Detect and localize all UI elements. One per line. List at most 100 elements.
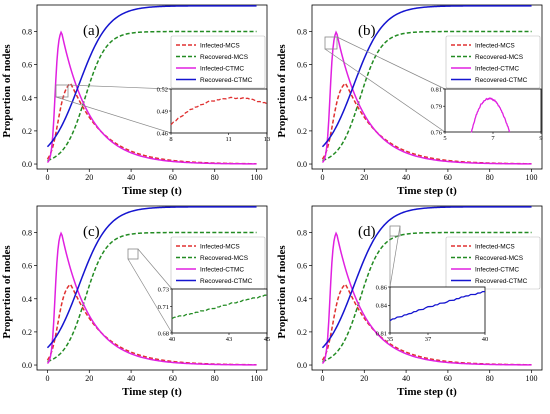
- y-axis-label: Proportion of nodes: [1, 44, 13, 138]
- inset-y-tick-label: 0.73: [158, 286, 169, 293]
- series-line-infected-ctmc: [46, 231, 257, 366]
- zoom-connector-line: [127, 258, 173, 334]
- x-tick-label: 60: [444, 374, 452, 383]
- x-tick-label: 60: [169, 173, 177, 182]
- legend-label-infected-ctmc: Infected-CTMC: [475, 66, 519, 73]
- inset-x-tick-label: 7: [491, 135, 495, 142]
- y-axis-label: Proportion of nodes: [1, 245, 13, 339]
- inset-x-tick-label: 40: [169, 336, 176, 343]
- y-tick-label: 0.8: [297, 28, 307, 37]
- legend-label-infected-mcs: Infected-MCS: [200, 43, 240, 50]
- inset-x-tick-label: 5: [443, 135, 446, 142]
- series-line-infected-ctmc: [321, 30, 532, 165]
- inset-y-tick-label: 0.81: [376, 330, 387, 337]
- y-tick-label: 0.6: [297, 61, 307, 70]
- x-tick-label: 60: [169, 374, 177, 383]
- series-line-recovered-ctmc: [46, 5, 257, 148]
- y-tick-label: 0.2: [297, 127, 307, 136]
- legend-label-recovered-mcs: Recovered-MCS: [200, 54, 249, 61]
- panel-label: (d): [358, 224, 376, 240]
- chart-panel-1: 0 20 40 60 80 100 0.0 0.2 0.4 0.6 0.8 Time step (t)…: [1, 4, 271, 197]
- x-axis-label: Time step (t): [122, 185, 182, 197]
- chart-panel-3: 0 20 40 60 80 100 0.0 0.2 0.4 0.6 0.8 Time step (t)…: [1, 205, 270, 398]
- y-tick-label: 0.2: [297, 328, 307, 337]
- x-tick-label: 80: [211, 173, 219, 182]
- series-line-infected-mcs: [321, 82, 532, 165]
- inset-series-line-recovered-ctmc: [389, 290, 486, 322]
- legend-label-recovered-mcs: Recovered-MCS: [475, 54, 524, 61]
- zoom-region-box: [55, 84, 69, 98]
- y-axis-label: Proportion of nodes: [276, 44, 288, 138]
- x-tick-label: 0: [320, 173, 324, 182]
- inset-x-tick-label: 13: [264, 136, 271, 143]
- x-tick-label: 20: [360, 173, 368, 182]
- y-tick-label: 0.0: [22, 361, 32, 370]
- inset-frame: [170, 88, 268, 134]
- inset-y-tick-label: 0.81: [431, 86, 442, 93]
- x-tick-label: 80: [486, 374, 494, 383]
- series-line-recovered-mcs: [322, 231, 532, 363]
- inset-frame: [171, 288, 268, 334]
- y-tick-label: 0.0: [297, 160, 307, 169]
- y-tick-label: 0.4: [297, 94, 307, 103]
- legend-label-infected-mcs: Infected-MCS: [200, 244, 240, 251]
- zoom-connector-line: [137, 248, 173, 290]
- zoom-connector-line: [67, 84, 172, 90]
- inset-series-line-recovered-mcs: [171, 294, 268, 320]
- legend-label-recovered-ctmc: Recovered-CTMC: [475, 77, 528, 84]
- series-line-infected-mcs: [321, 283, 532, 366]
- x-tick-label: 0: [320, 374, 324, 383]
- inset-x-tick-label: 40: [482, 336, 489, 343]
- series-line-recovered-mcs: [322, 30, 532, 162]
- series-line-infected-ctmc: [46, 30, 257, 165]
- y-tick-label: 0.8: [22, 28, 32, 37]
- y-tick-label: 0.4: [22, 94, 32, 103]
- chart-panel-4: 0 20 40 60 80 100 0.0 0.2 0.4 0.6 0.8 Time step (t)…: [276, 205, 543, 398]
- legend-label-recovered-ctmc: Recovered-CTMC: [200, 77, 253, 84]
- legend-label-recovered-ctmc: Recovered-CTMC: [475, 278, 528, 285]
- series-line-recovered-ctmc: [321, 206, 532, 349]
- inset-x-tick-label: 9: [539, 135, 542, 142]
- series-line-recovered-mcs: [47, 30, 257, 162]
- legend-label-infected-ctmc: Infected-CTMC: [200, 66, 244, 73]
- y-tick-label: 0.6: [22, 262, 32, 271]
- panel-label: (c): [83, 224, 100, 240]
- legend-label-recovered-ctmc: Recovered-CTMC: [200, 278, 253, 285]
- series-line-recovered-ctmc: [46, 206, 257, 349]
- x-tick-label: 40: [402, 374, 410, 383]
- series-line-recovered-ctmc: [321, 5, 532, 148]
- y-tick-label: 0.6: [22, 61, 32, 70]
- inset-series-line-infected-ctmc: [470, 97, 511, 133]
- x-tick-label: 100: [526, 173, 538, 182]
- y-tick-label: 0.0: [22, 160, 32, 169]
- inset-x-tick-label: 11: [225, 136, 231, 143]
- zoom-connector-line: [55, 96, 172, 134]
- legend-label-recovered-mcs: Recovered-MCS: [475, 255, 524, 262]
- legend-label-infected-mcs: Infected-MCS: [475, 43, 515, 50]
- inset-frame: [389, 286, 486, 334]
- zoom-connector-line: [389, 225, 401, 288]
- y-tick-label: 0.8: [22, 229, 32, 238]
- inset-y-tick-label: 0.68: [158, 330, 169, 337]
- x-axis-label: Time step (t): [397, 185, 457, 197]
- zoom-region-box: [389, 225, 401, 237]
- x-tick-label: 60: [444, 173, 452, 182]
- x-tick-label: 20: [360, 374, 368, 383]
- legend-label-infected-ctmc: Infected-CTMC: [475, 267, 519, 274]
- zoom-connector-line: [336, 36, 446, 90]
- inset-series-line-infected-mcs: [170, 96, 268, 126]
- inset-x-tick-label: 37: [425, 336, 432, 343]
- legend-box: [170, 35, 266, 89]
- legend-label-recovered-mcs: Recovered-MCS: [200, 255, 249, 262]
- legend-box: [445, 35, 541, 89]
- x-tick-label: 20: [85, 173, 93, 182]
- x-tick-label: 40: [127, 374, 135, 383]
- x-tick-label: 0: [45, 374, 49, 383]
- inset-y-tick-label: 0.52: [157, 86, 168, 93]
- y-axis-label: Proportion of nodes: [276, 245, 288, 339]
- series-line-recovered-mcs: [47, 231, 257, 363]
- series-line-infected-mcs: [46, 82, 257, 165]
- inset-x-tick-label: 43: [226, 336, 233, 343]
